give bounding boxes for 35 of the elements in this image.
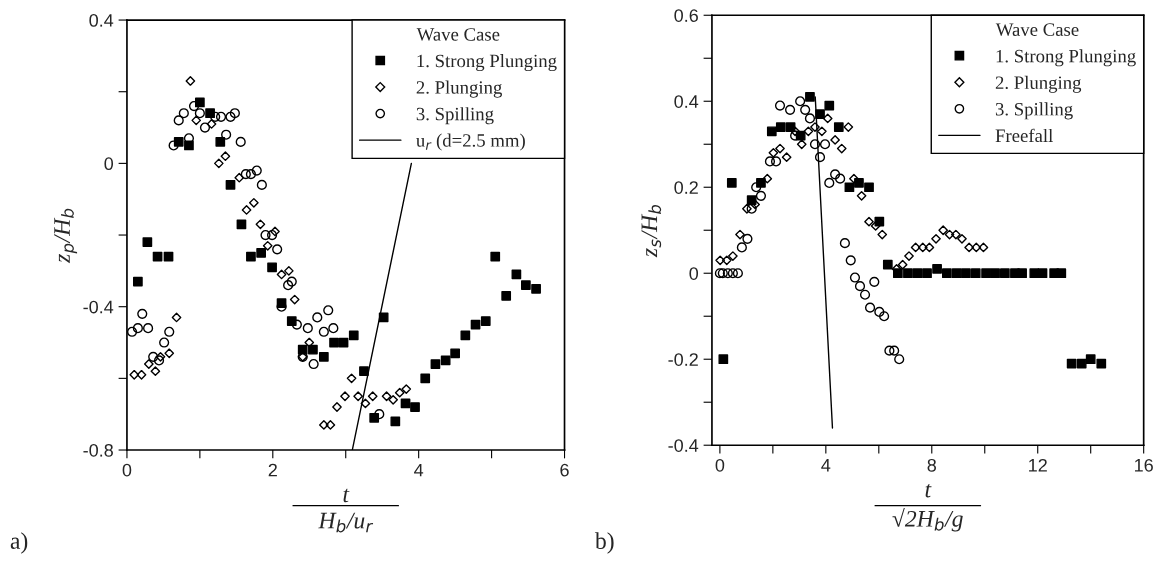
legend-label: 2. Plunging xyxy=(995,75,1082,93)
text: b) xyxy=(594,532,614,554)
x-tick-label: 12 xyxy=(1029,458,1047,472)
y-tick-label: -0.4 xyxy=(668,439,699,452)
legend-label: 2. Plunging xyxy=(416,80,502,98)
legend-label: u$_{r}$ (d=2.5 mm) xyxy=(416,133,525,151)
x-tick-label: 0 xyxy=(122,463,132,477)
y-axis-title: z$_{p}$/H$_{b}$ xyxy=(54,208,78,264)
x-tick-label: 6 xyxy=(560,463,569,477)
y-tick-label: 0 xyxy=(104,157,114,171)
legend-label: Freefall xyxy=(995,128,1053,143)
legend-title: Wave Case xyxy=(416,28,500,41)
y-tick-label: 0.4 xyxy=(89,13,114,27)
legend-label: 1. Strong Plunging xyxy=(996,49,1136,67)
legend-label: 1. Strong Plunging xyxy=(417,54,557,72)
x-tick-label: 2 xyxy=(268,463,277,477)
y-tick-label: -0.2 xyxy=(668,353,698,366)
x-tick-label: 8 xyxy=(927,458,937,472)
x-axis-title: t H$_{b}$/u$_{r}$ xyxy=(318,488,374,533)
x-tick-label: 4 xyxy=(821,459,831,472)
legend-label: 3. Spilling xyxy=(995,102,1073,120)
y-tick-label: -0.8 xyxy=(83,443,113,457)
text: a) xyxy=(10,532,28,554)
y-tick-label: 0.4 xyxy=(674,95,699,108)
legend-label: 3. Spilling xyxy=(416,107,494,125)
legend-title: Wave Case xyxy=(995,23,1079,37)
y-tick-label: 0 xyxy=(689,267,699,280)
y-tick-label: -0.4 xyxy=(83,300,114,314)
x-tick-label: 16 xyxy=(1135,458,1153,472)
x-axis-title: t √2H$_{b}$/g xyxy=(892,483,963,532)
y-axis-title: z$_{s}$/H$_{b}$ xyxy=(641,204,662,258)
x-tick-label: 0 xyxy=(715,458,725,472)
y-tick-label: 0.6 xyxy=(674,9,698,22)
x-tick-label: 4 xyxy=(414,463,424,477)
y-tick-label: 0.2 xyxy=(674,181,698,194)
